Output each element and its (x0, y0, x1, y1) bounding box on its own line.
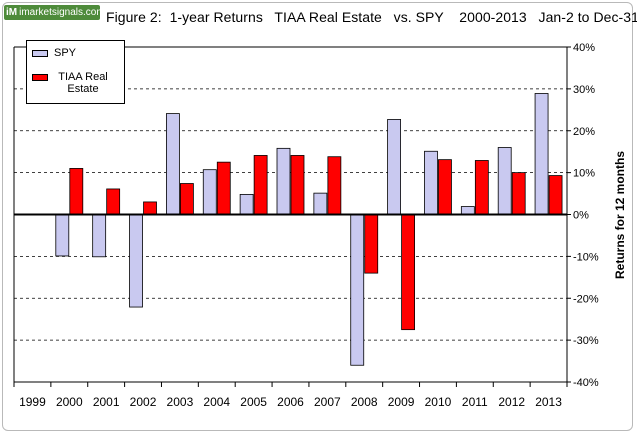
bar-tiaa-real-estate (106, 188, 121, 215)
brand-logo: iM (6, 7, 18, 18)
x-tick-label: 2001 (93, 395, 120, 409)
y-tick-label: 0% (573, 210, 589, 222)
bar-tiaa-real-estate (143, 201, 157, 215)
x-tick-label: 2004 (203, 395, 230, 409)
bar-spy (460, 206, 475, 215)
x-tick-label: 2000 (56, 395, 83, 409)
x-tick-label: 2002 (130, 395, 157, 409)
legend-swatch-tiaa (32, 74, 48, 81)
legend-label-spy: SPY (54, 47, 77, 59)
bar-spy (497, 147, 512, 215)
x-tick-label: 2010 (425, 395, 452, 409)
bar-spy (424, 150, 438, 215)
y-tick-label: 10% (573, 168, 595, 180)
x-tick-label: 2005 (240, 395, 267, 409)
bar-spy (534, 93, 549, 215)
chart-legend: SPY TIAA Real Estate (26, 40, 125, 104)
x-tick-label: 2011 (462, 395, 488, 409)
chart-title: Figure 2: 1-year Returns TIAA Real Estat… (106, 9, 637, 25)
x-tick-label: 2009 (388, 395, 415, 409)
bar-spy (129, 214, 143, 308)
bar-spy (313, 192, 328, 215)
bar-tiaa-real-estate (290, 155, 305, 215)
x-tick-label: 2006 (277, 395, 304, 409)
bar-spy (239, 193, 254, 215)
y-tick-label: -20% (573, 293, 599, 305)
y-tick-label: 30% (573, 84, 595, 96)
y-tick-label: 20% (573, 126, 595, 138)
bar-spy (55, 214, 70, 257)
bar-tiaa-real-estate (438, 159, 452, 215)
bar-tiaa-real-estate (179, 183, 194, 215)
y-tick-label: 40% (573, 42, 595, 54)
y-tick-label: -30% (573, 335, 599, 347)
bar-tiaa-real-estate (474, 160, 489, 215)
bar-tiaa-real-estate (253, 155, 268, 215)
bar-tiaa-real-estate (401, 214, 416, 331)
bar-tiaa-real-estate (511, 172, 526, 215)
legend-label-tiaa: TIAA Real Estate (58, 71, 108, 95)
bar-tiaa-real-estate (216, 161, 231, 215)
bar-spy (202, 169, 217, 215)
bar-spy (165, 113, 180, 215)
bar-spy (350, 214, 365, 366)
bar-tiaa-real-estate (364, 214, 379, 274)
bar-tiaa-real-estate (327, 156, 342, 215)
x-tick-label: 2013 (535, 395, 562, 409)
y-axis-label: Returns for 12 months (613, 150, 627, 280)
brand-label: imarketsignals.com (19, 7, 105, 18)
bar-tiaa-real-estate (548, 175, 563, 215)
bar-spy (276, 147, 291, 215)
x-tick-label: 2012 (498, 395, 525, 409)
y-tick-label: -10% (573, 251, 599, 263)
bar-tiaa-real-estate (69, 168, 84, 215)
x-tick-label: 1999 (19, 395, 46, 409)
x-tick-label: 2003 (167, 395, 194, 409)
x-tick-label: 2007 (314, 395, 341, 409)
legend-swatch-spy (32, 50, 48, 57)
brand-badge[interactable]: iM imarketsignals.com (4, 5, 105, 20)
x-tick-label: 2008 (351, 395, 378, 409)
bar-spy (92, 214, 107, 258)
y-tick-label: -40% (573, 377, 599, 389)
bar-spy (387, 119, 402, 215)
